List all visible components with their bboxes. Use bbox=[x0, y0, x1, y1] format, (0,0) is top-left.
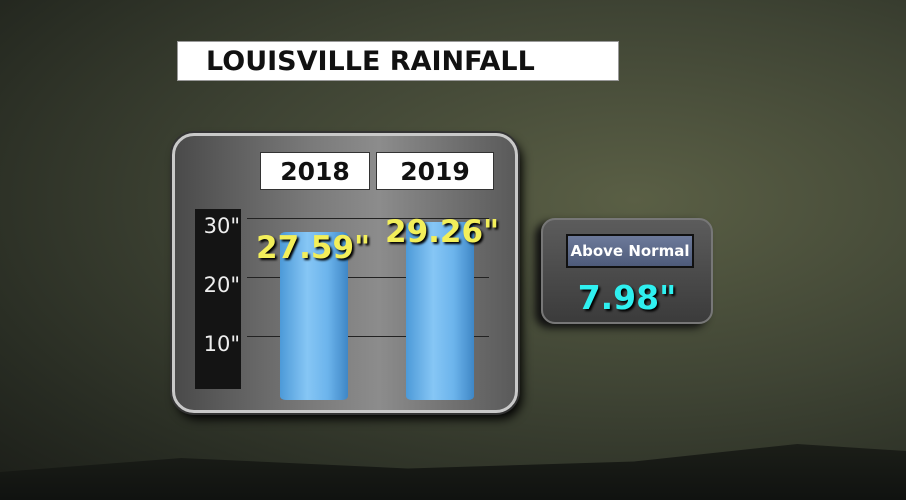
bar-2018 bbox=[280, 232, 348, 400]
y-tick-label: 20" bbox=[203, 273, 240, 297]
chart-title: LOUISVILLE RAINFALL bbox=[177, 41, 619, 81]
category-label-2018: 2018 bbox=[260, 152, 370, 190]
gridline bbox=[247, 336, 489, 337]
y-axis bbox=[195, 209, 241, 389]
y-tick-label: 30" bbox=[203, 214, 240, 238]
gridline bbox=[247, 218, 489, 219]
value-label-2018: 27.59" bbox=[256, 230, 371, 266]
category-label-2019: 2019 bbox=[376, 152, 494, 190]
bar-2019 bbox=[406, 222, 474, 400]
value-label-2019: 29.26" bbox=[385, 214, 500, 250]
background-hills bbox=[0, 444, 906, 500]
y-tick-label: 10" bbox=[203, 332, 240, 356]
above-normal-value: 7.98" bbox=[577, 278, 677, 317]
gridline bbox=[247, 277, 489, 278]
above-normal-label: Above Normal bbox=[566, 234, 694, 268]
